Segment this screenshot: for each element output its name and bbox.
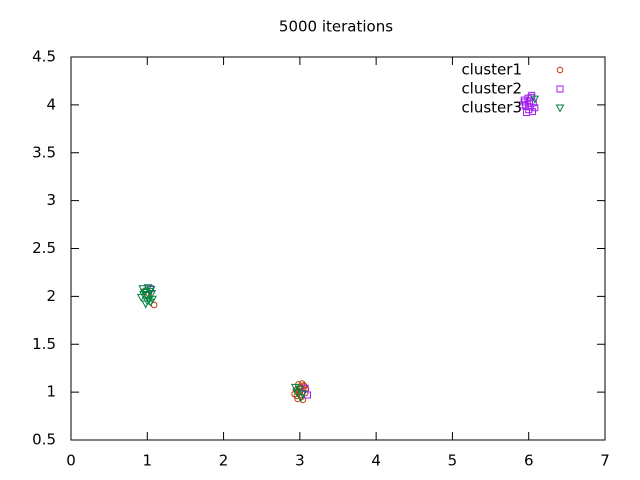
- y-tick-label: 2.5: [32, 239, 56, 257]
- point: [531, 104, 539, 112]
- legend-marker: [556, 85, 564, 93]
- point: [150, 301, 158, 309]
- y-tick-label: 1: [46, 383, 56, 401]
- point: [144, 296, 154, 305]
- point: [296, 394, 305, 403]
- point: [298, 390, 308, 399]
- point: [138, 285, 148, 294]
- point: [521, 98, 529, 106]
- point: [301, 389, 309, 397]
- legend-marker: [556, 66, 564, 74]
- y-tick-label: 4.5: [32, 48, 56, 66]
- point: [141, 300, 151, 309]
- point: [142, 291, 151, 300]
- y-tick-label: 0.5: [32, 431, 56, 449]
- plot-border: [70, 56, 606, 441]
- x-tick-label: 6: [524, 452, 534, 470]
- point: [147, 290, 157, 299]
- x-tick-label: 1: [143, 452, 153, 470]
- legend-label: cluster3: [461, 99, 522, 117]
- y-tick-label: 4: [46, 95, 56, 113]
- y-tick-label: 3: [46, 191, 56, 209]
- x-tick-label: 2: [219, 452, 229, 470]
- y-tick-label: 2: [46, 287, 56, 305]
- point: [136, 293, 146, 302]
- x-tick-label: 4: [371, 452, 381, 470]
- chart-title: 5000 iterations: [279, 18, 393, 36]
- x-tick-label: 0: [66, 452, 76, 470]
- y-tick-label: 3.5: [32, 143, 56, 161]
- point: [294, 385, 304, 394]
- x-tick-label: 5: [448, 452, 458, 470]
- y-tick-label: 1.5: [32, 335, 56, 353]
- point: [530, 95, 540, 104]
- point: [290, 383, 300, 392]
- point: [143, 284, 153, 293]
- point: [526, 103, 534, 111]
- point: [528, 91, 536, 99]
- point: [522, 102, 530, 110]
- point: [529, 108, 537, 116]
- legend-label: cluster1: [461, 61, 522, 79]
- legend-label: cluster2: [461, 80, 522, 98]
- x-tick-label: 7: [600, 452, 610, 470]
- legend-marker: [555, 104, 565, 113]
- x-tick-label: 3: [295, 452, 305, 470]
